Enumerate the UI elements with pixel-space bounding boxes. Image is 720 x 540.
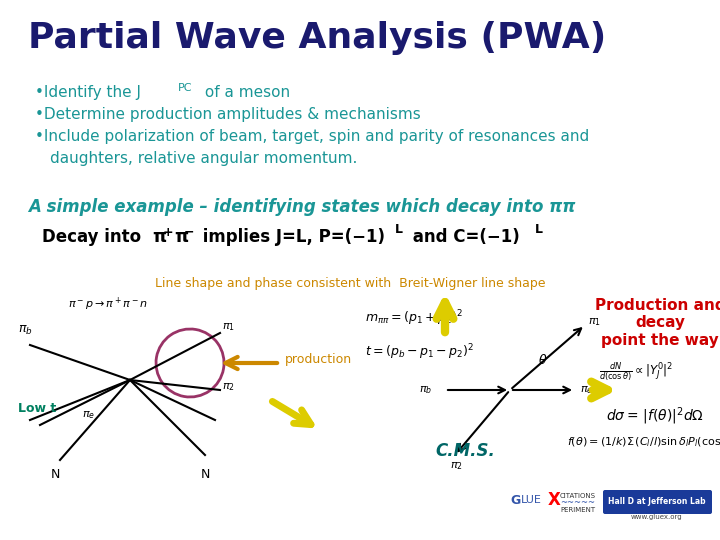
FancyBboxPatch shape <box>603 490 712 514</box>
Text: ~~~~~: ~~~~~ <box>560 498 595 508</box>
Text: •Identify the J: •Identify the J <box>35 85 141 100</box>
Text: Partial Wave Analysis (PWA): Partial Wave Analysis (PWA) <box>28 21 606 55</box>
Text: Line shape and phase consistent with  Breit-Wigner line shape: Line shape and phase consistent with Bre… <box>155 277 546 290</box>
Text: $\pi^-p\rightarrow\pi^+\pi^-n$: $\pi^-p\rightarrow\pi^+\pi^-n$ <box>68 296 148 313</box>
Text: $\pi_e$: $\pi_e$ <box>82 409 95 421</box>
Text: $\pi_1$: $\pi_1$ <box>222 321 235 333</box>
Text: G: G <box>510 494 521 507</box>
Text: −: − <box>184 226 194 239</box>
Text: CITATIONS: CITATIONS <box>560 493 596 499</box>
Text: $\pi_2$: $\pi_2$ <box>450 460 463 472</box>
Text: $t=(p_b-p_1-p_2)^2$: $t=(p_b-p_1-p_2)^2$ <box>365 342 474 362</box>
Text: LUE: LUE <box>521 495 542 505</box>
Text: π: π <box>152 228 166 246</box>
Text: L: L <box>395 223 403 236</box>
Text: implies J=L, P=(−1): implies J=L, P=(−1) <box>197 228 385 246</box>
Text: $\pi_2$: $\pi_2$ <box>222 381 235 393</box>
Text: and C=(−1): and C=(−1) <box>407 228 520 246</box>
Text: $\theta$: $\theta$ <box>538 353 547 367</box>
Text: L: L <box>535 223 543 236</box>
Text: π: π <box>174 228 188 246</box>
Text: $\pi_e$: $\pi_e$ <box>580 384 593 396</box>
Text: daughters, relative angular momentum.: daughters, relative angular momentum. <box>50 151 357 166</box>
Text: www.gluex.org: www.gluex.org <box>631 514 683 520</box>
Text: $d\sigma=\,|f(\theta)|^2d\Omega$: $d\sigma=\,|f(\theta)|^2d\Omega$ <box>606 405 704 427</box>
Text: $f(\theta)=(1/k)\Sigma\,(C_l/l)\sin\delta_lP_l(\cos\theta)$: $f(\theta)=(1/k)\Sigma\,(C_l/l)\sin\delt… <box>567 435 720 449</box>
Text: •Include polarization of beam, target, spin and parity of resonances and: •Include polarization of beam, target, s… <box>35 129 589 144</box>
Text: A simple example – identifying states which decay into ππ: A simple example – identifying states wh… <box>28 198 575 216</box>
Text: $\pi_b$: $\pi_b$ <box>419 384 432 396</box>
Text: X: X <box>548 491 561 509</box>
Text: C.M.S.: C.M.S. <box>435 442 495 460</box>
Text: N: N <box>200 468 210 481</box>
Text: Low t: Low t <box>18 402 56 415</box>
Text: $m_{\pi\pi}=(p_1+p_2)^2$: $m_{\pi\pi}=(p_1+p_2)^2$ <box>365 308 463 328</box>
Text: Decay into: Decay into <box>42 228 147 246</box>
Text: of a meson: of a meson <box>200 85 290 100</box>
Text: Hall D at Jefferson Lab: Hall D at Jefferson Lab <box>608 497 706 507</box>
Text: production: production <box>285 354 352 367</box>
Text: Production and
decay
point the way: Production and decay point the way <box>595 298 720 348</box>
Text: $\pi_1$: $\pi_1$ <box>588 316 601 328</box>
Text: +: + <box>163 226 174 239</box>
Text: PERIMENT: PERIMENT <box>560 507 595 513</box>
Text: $\frac{dN}{d(\cos\theta)}\propto|Y_J^0|^2$: $\frac{dN}{d(\cos\theta)}\propto|Y_J^0|^… <box>599 360 673 383</box>
Text: PC: PC <box>178 83 192 93</box>
Text: •Determine production amplitudes & mechanisms: •Determine production amplitudes & mecha… <box>35 107 420 122</box>
Text: $\pi_b$: $\pi_b$ <box>18 323 32 336</box>
Text: N: N <box>50 468 60 481</box>
